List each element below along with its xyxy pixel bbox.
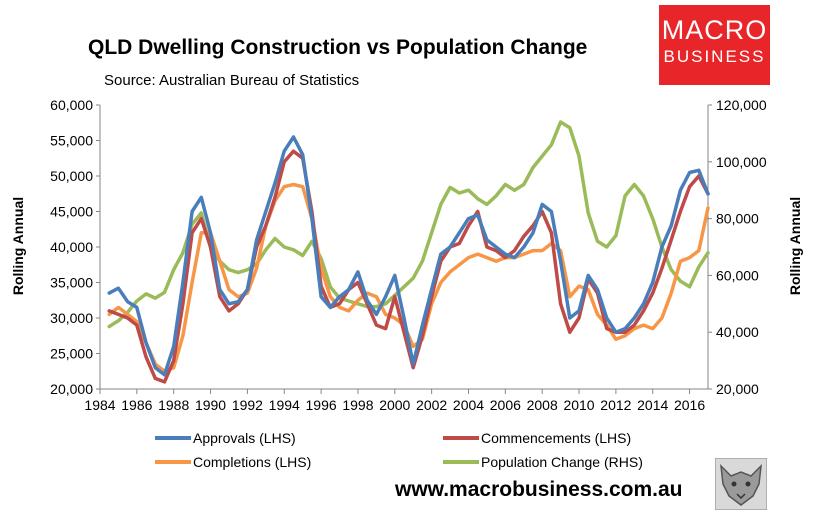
- y2-tick-label: 120,000: [716, 97, 767, 113]
- y2-tick-label: 80,000: [716, 211, 759, 227]
- x-tick-label: 2016: [674, 397, 705, 413]
- right-axis-label: Rolling Annual: [787, 197, 803, 295]
- x-tick-label: 2008: [527, 397, 558, 413]
- series-line-approvals-lhs: [107, 135, 710, 377]
- legend-label: Commencements (LHS): [481, 430, 631, 446]
- x-tick-label: 2014: [637, 397, 668, 413]
- chart-title: QLD Dwelling Construction vs Population …: [88, 36, 588, 59]
- x-tick-label: 2000: [379, 397, 410, 413]
- y-tick-label: 50,000: [50, 168, 93, 184]
- footer-url: www.macrobusiness.com.au: [395, 478, 683, 501]
- y-tick-label: 40,000: [50, 239, 93, 255]
- logo-line1: MACRO: [661, 15, 768, 45]
- y-tick-label: 55,000: [50, 133, 93, 149]
- y-tick-label: 45,000: [50, 204, 93, 220]
- x-tick-label: 1986: [121, 397, 152, 413]
- y2-tick-label: 100,000: [716, 154, 767, 170]
- x-tick-label: 1990: [195, 397, 226, 413]
- macrobusiness-logo: MACRO BUSINESS: [659, 5, 770, 85]
- legend-label: Approvals (LHS): [193, 430, 296, 446]
- y2-tick-label: 20,000: [716, 381, 759, 397]
- x-tick-label: 2006: [490, 397, 521, 413]
- logo-line2: BUSINESS: [663, 47, 766, 66]
- y-tick-label: 30,000: [50, 310, 93, 326]
- y2-tick-label: 40,000: [716, 324, 759, 340]
- x-tick-label: 2002: [416, 397, 447, 413]
- legend-label: Population Change (RHS): [481, 454, 643, 470]
- x-tick-label: 2012: [600, 397, 631, 413]
- x-tick-label: 1992: [232, 397, 263, 413]
- y2-tick-label: 60,000: [716, 267, 759, 283]
- x-tick-label: 2010: [563, 397, 594, 413]
- y-tick-label: 20,000: [50, 381, 93, 397]
- legend-label: Completions (LHS): [193, 454, 311, 470]
- y-tick-label: 60,000: [50, 97, 93, 113]
- y-tick-label: 35,000: [50, 275, 93, 291]
- x-tick-label: 1984: [84, 397, 115, 413]
- x-tick-label: 1988: [158, 397, 189, 413]
- y-tick-label: 25,000: [50, 346, 93, 362]
- wolf-logo-icon: [715, 458, 767, 510]
- x-tick-label: 2004: [453, 397, 484, 413]
- left-axis-label: Rolling Annual: [10, 197, 26, 295]
- x-tick-label: 1994: [269, 397, 300, 413]
- x-tick-label: 1996: [306, 397, 337, 413]
- x-tick-label: 1998: [342, 397, 373, 413]
- chart-subtitle: Source: Australian Bureau of Statistics: [104, 72, 360, 89]
